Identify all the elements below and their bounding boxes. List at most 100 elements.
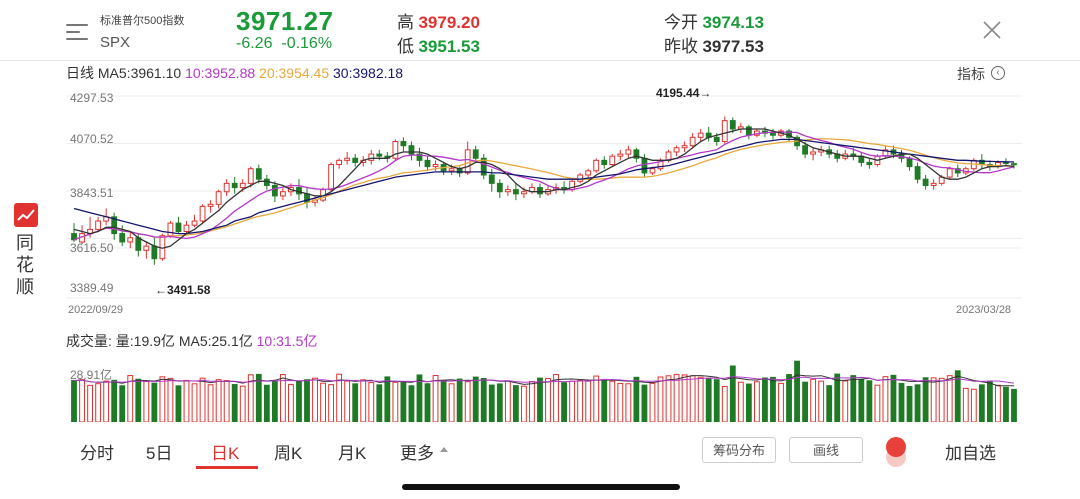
volume-bar	[842, 380, 849, 422]
candle-body	[577, 174, 584, 182]
candle-body	[432, 164, 439, 168]
volume-bar	[119, 385, 126, 422]
tab-intraday[interactable]: 分时	[80, 444, 114, 463]
volume-bar	[1011, 388, 1017, 422]
candle-body	[448, 168, 455, 172]
volume-bar	[488, 384, 495, 422]
volume-bar	[247, 374, 254, 422]
candle-body	[127, 237, 134, 243]
candle-body	[480, 157, 487, 176]
candle-body	[392, 141, 399, 159]
candle-body	[183, 224, 190, 232]
volume-bar	[826, 385, 833, 422]
volume-chart[interactable]	[66, 350, 1022, 422]
candle-body	[376, 153, 383, 157]
record-dot-icon[interactable]	[886, 437, 906, 457]
menu-icon[interactable]	[66, 22, 88, 42]
candle-body	[143, 245, 150, 251]
change-percent: -0.16%	[281, 35, 333, 52]
high-annotation: 4195.44→	[656, 86, 712, 100]
volume-bar	[898, 382, 905, 422]
price-change: -6.26 -0.16%	[236, 35, 332, 53]
candle-body	[167, 222, 174, 237]
candle-body	[207, 203, 214, 207]
volume-bar	[344, 380, 351, 422]
volume-bar	[697, 376, 704, 422]
volume-bar	[416, 374, 423, 422]
volume-bar	[850, 375, 857, 422]
candle-body	[239, 182, 246, 189]
candle-body	[472, 149, 479, 159]
volume-bar	[151, 382, 158, 422]
volume-bar	[143, 381, 150, 422]
volume-bar	[521, 385, 527, 422]
ma5-value: MA5:3961.10	[97, 65, 182, 81]
volume-bar	[657, 376, 664, 422]
candle-body	[151, 245, 158, 260]
candle-body	[231, 182, 238, 189]
volume-bar	[665, 375, 672, 422]
volume-bar	[456, 378, 463, 422]
caret-up-icon[interactable]	[440, 447, 448, 452]
candle-body	[135, 237, 142, 251]
volume-bar	[641, 384, 648, 422]
prev-close-label: 昨收	[664, 37, 698, 56]
ma30-line	[73, 138, 1015, 235]
candle-body	[119, 233, 126, 243]
candle-body	[641, 157, 648, 174]
chevron-left-icon[interactable]: ‹	[991, 66, 1005, 80]
close-icon[interactable]	[982, 20, 1002, 40]
candle-body	[247, 168, 254, 184]
volume-bar	[159, 376, 166, 422]
candle-body	[713, 136, 720, 143]
add-favorite-button[interactable]: 加自选	[945, 444, 996, 463]
volume-bar	[753, 381, 760, 422]
candle-body	[344, 157, 351, 161]
candle-body	[770, 132, 776, 136]
tab-more[interactable]: 更多	[400, 444, 434, 463]
index-code: SPX	[100, 34, 131, 51]
tab-weekly-k[interactable]: 周K	[274, 444, 303, 463]
tab-5day[interactable]: 5日	[146, 444, 173, 463]
candle-body	[1011, 163, 1017, 166]
volume-bar	[625, 383, 632, 422]
volume-bar	[464, 381, 471, 422]
volume-bar	[649, 382, 656, 422]
draw-line-button[interactable]: 画线	[789, 437, 863, 463]
volume-bar	[818, 380, 825, 422]
indicator-label[interactable]: 指标	[957, 66, 985, 82]
volume-bar	[191, 383, 198, 422]
volume-bar	[545, 378, 551, 422]
volume-ma5-line	[73, 374, 1014, 387]
low-stat: 低 3951.53	[397, 32, 480, 57]
high-stat: 高 3979.20	[397, 8, 480, 33]
volume-bar	[906, 385, 913, 422]
volume-bar	[858, 378, 865, 422]
volume-bar	[561, 382, 567, 422]
open-stat: 今开 3974.13	[664, 8, 764, 33]
volume-bar	[408, 385, 415, 422]
volume-bar	[681, 374, 688, 422]
candle-body	[745, 126, 752, 136]
volume-title: 成交量:	[66, 333, 112, 349]
tab-daily-k[interactable]: 日K	[211, 444, 240, 463]
volume-bar	[938, 377, 945, 422]
ma30-value: 30:3982.18	[333, 65, 404, 81]
volume-bar	[111, 379, 118, 422]
volume-bar	[810, 378, 817, 422]
kline-chart[interactable]	[66, 88, 1022, 302]
volume-bar	[448, 383, 455, 422]
date-end: 2023/03/28	[956, 304, 1012, 316]
open-value: 3974.13	[702, 13, 764, 32]
volume-bar	[537, 377, 543, 422]
ma5-line	[73, 128, 1015, 249]
tab-monthly-k[interactable]: 月K	[338, 444, 367, 463]
volume-bar	[778, 382, 784, 422]
candle-body	[191, 220, 198, 226]
low-value: 3951.53	[418, 37, 480, 56]
chips-distribution-button[interactable]: 筹码分布	[702, 437, 776, 463]
volume-bar	[713, 379, 720, 422]
volume-bar	[962, 387, 969, 422]
y-tick-1: 4297.53	[70, 91, 114, 105]
candle-body	[368, 153, 375, 161]
